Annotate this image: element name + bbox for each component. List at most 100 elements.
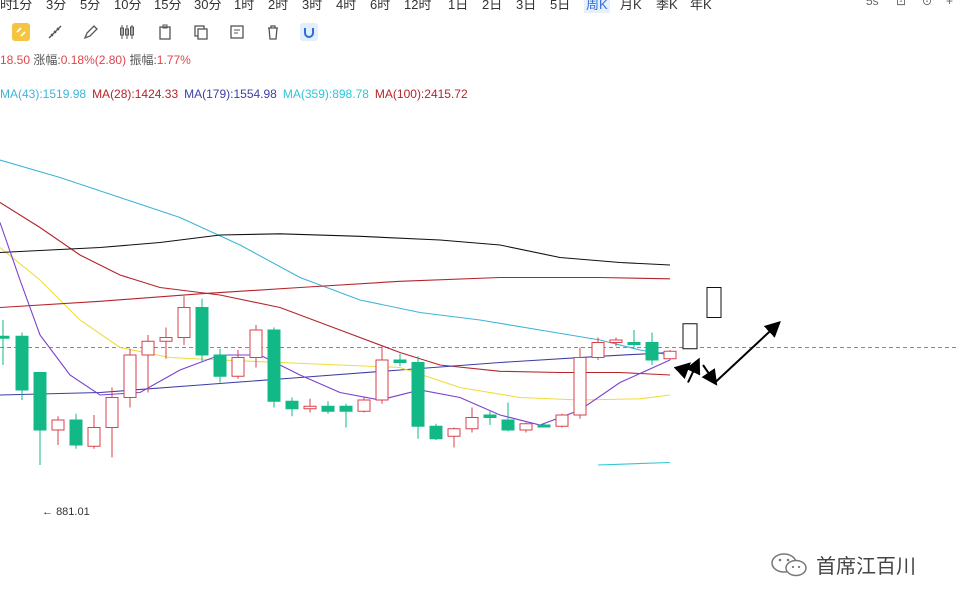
candle-body-12 [213, 354, 227, 377]
period-toolbar: 时 1分 3分 5分 10分 15分 30分 1时 2时 3时 4时 6时 12时 1日 2日 3日 5日 周K 月… [0, 0, 958, 14]
candle-body-24 [429, 425, 443, 440]
link-icon[interactable] [12, 23, 30, 41]
amplitude-label: 振幅: [129, 53, 157, 67]
ma-line-4 [0, 276, 671, 309]
candle-body-26 [465, 417, 479, 430]
candle-body-21 [375, 359, 389, 401]
ma-line-5 [0, 233, 671, 266]
candlestick-icon[interactable] [118, 23, 136, 41]
period-tab-9[interactable]: 3时 [302, 0, 323, 12]
trash-icon[interactable] [264, 23, 282, 41]
period-tab-1[interactable]: 1分 [12, 0, 33, 12]
period-tab-18[interactable]: 月K [620, 0, 642, 12]
last-price: 18.50 [0, 53, 31, 67]
period-tab-3[interactable]: 5分 [80, 0, 101, 12]
ma-legend-item-3: MA(359):898.78 [282, 87, 369, 101]
change-label: 涨幅: [33, 53, 61, 67]
candle-body-15 [267, 329, 281, 402]
candle-body-13 [231, 357, 245, 377]
period-tab-6[interactable]: 30分 [194, 0, 222, 12]
candle-body-9 [159, 337, 173, 342]
projection-box-0 [682, 323, 698, 350]
candle-body-22 [393, 359, 407, 363]
candle-body-33 [591, 342, 605, 358]
candle-body-35 [627, 342, 641, 345]
period-tab-4[interactable]: 10分 [114, 0, 142, 12]
period-tab-15[interactable]: 3日 [516, 0, 537, 12]
candle-body-31 [555, 414, 569, 427]
candle-body-34 [609, 339, 623, 343]
ma-legend-item-4: MA(100):2415.72 [374, 87, 468, 101]
low-price-label: ← 881.01 [42, 506, 90, 518]
projection-arrow-2 [701, 364, 718, 386]
period-tab-11[interactable]: 6时 [370, 0, 391, 12]
projection-box-1 [706, 287, 722, 318]
low-price-value: 881.01 [56, 506, 90, 518]
candle-body-10 [177, 307, 191, 338]
candle-body-3 [51, 419, 65, 431]
refresh-interval[interactable]: 5s [866, 0, 879, 8]
change-value: 0.18%(2.80) [60, 53, 127, 67]
candle-body-14 [249, 329, 263, 358]
period-tab-5[interactable]: 15分 [154, 0, 182, 12]
ma-legend-item-2: MA(179):1554.98 [184, 87, 277, 101]
candle-body-28 [501, 419, 515, 431]
candle-body-2 [33, 372, 47, 431]
amplitude-value: 1.77% [156, 53, 191, 67]
ma-legend: MA(43):1519.98 MA(28):1424.33 MA(179):1554… [0, 87, 474, 101]
candle-body-18 [321, 405, 335, 412]
clipboard-icon[interactable] [156, 23, 174, 41]
ma-line-7 [597, 461, 671, 466]
add-icon[interactable]: + [946, 0, 954, 8]
candle-body-29 [519, 423, 533, 431]
magnet-icon[interactable] [300, 23, 318, 41]
wechat-icon [771, 553, 807, 577]
candle-body-8 [141, 340, 155, 356]
period-tab-16[interactable]: 5日 [550, 0, 571, 12]
note-icon[interactable] [228, 23, 246, 41]
candle-body-6 [105, 397, 119, 428]
ma-line-6 [0, 222, 671, 426]
candle-body-0 [0, 335, 10, 339]
candle-body-32 [573, 357, 587, 416]
ruler-icon[interactable] [46, 23, 64, 41]
ma-line-3 [0, 247, 671, 401]
pen-icon[interactable] [82, 23, 100, 41]
settings-icon[interactable]: ⊙ [922, 0, 933, 8]
candle-body-25 [447, 428, 461, 437]
ma-line-2 [0, 351, 671, 396]
ma-line-1 [0, 202, 671, 376]
period-tab-7[interactable]: 1时 [234, 0, 255, 12]
screenshot-icon[interactable]: ⊡ [896, 0, 907, 8]
candle-body-16 [285, 400, 299, 410]
drawing-toolbar [0, 20, 330, 46]
ma-legend-item-1: MA(28):1424.33 [92, 87, 179, 101]
period-tab-14[interactable]: 2日 [482, 0, 503, 12]
ma-legend-item-0: MA(43):1519.98 [0, 87, 87, 101]
period-tab-0[interactable]: 时 [0, 0, 14, 12]
candle-body-30 [537, 424, 551, 428]
period-tab-12[interactable]: 12时 [404, 0, 432, 12]
candle-body-36 [645, 342, 659, 361]
period-tab-17[interactable]: 周K [584, 0, 610, 13]
period-tab-10[interactable]: 4时 [336, 0, 357, 12]
period-tab-8[interactable]: 2时 [268, 0, 289, 12]
watermark-text: 首席江百川 [816, 556, 916, 578]
candle-body-20 [357, 399, 371, 412]
candle-body-37 [663, 350, 677, 360]
candle-body-11 [195, 307, 209, 356]
period-tab-19[interactable]: 季K [656, 0, 678, 12]
period-tab-20[interactable]: 年K [690, 0, 712, 12]
candle-body-19 [339, 405, 353, 412]
candle-body-4 [69, 419, 83, 446]
period-tab-2[interactable]: 3分 [46, 0, 67, 12]
quote-line: 18.50 涨幅:0.18%(2.80) 振幅:1.77% [0, 51, 191, 68]
candle-body-5 [87, 427, 101, 447]
copy-icon[interactable] [192, 23, 210, 41]
projection-arrow-3 [714, 321, 781, 384]
candle-body-23 [411, 362, 425, 427]
candle-body-1 [15, 335, 29, 391]
period-tab-13[interactable]: 1日 [448, 0, 469, 12]
candle-body-27 [483, 414, 497, 418]
